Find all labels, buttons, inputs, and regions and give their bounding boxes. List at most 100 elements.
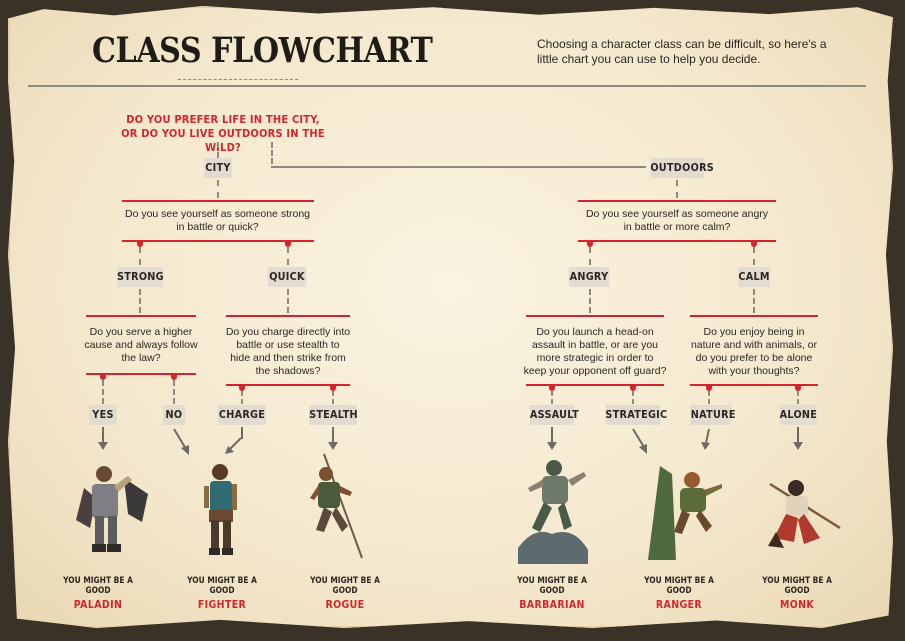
- arrow-shaft: [797, 427, 799, 443]
- question-line: in battle or more calm?: [623, 221, 731, 233]
- connector: [241, 391, 243, 404]
- arrow-diagonal-icon: [701, 428, 710, 450]
- ranger-figure-icon: [648, 466, 722, 560]
- connector: [217, 142, 219, 158]
- connector: [271, 142, 273, 164]
- branch-tick: [137, 241, 143, 247]
- option-alone: ALONE: [779, 405, 817, 425]
- arrow-shaft: [102, 427, 104, 443]
- question-rule: [122, 200, 314, 202]
- option-strong: STRONG: [117, 267, 164, 287]
- connector: [102, 380, 104, 404]
- question-outdoors: Do you see yourself as someone angry in …: [567, 208, 787, 234]
- question-rule: [690, 384, 818, 386]
- arrow-diagonal-icon: [632, 428, 647, 454]
- arrow-down-icon: [328, 442, 338, 450]
- result-class: FIGHTER: [197, 599, 247, 611]
- question-line: Do you see yourself as someone angry: [585, 208, 769, 220]
- option-nature: NATURE: [690, 405, 735, 425]
- result-prefix: YOU MIGHT BE A GOOD: [517, 576, 587, 596]
- option-stealth: STEALTH: [309, 405, 358, 425]
- intro-text: Choosing a character class can be diffic…: [537, 37, 827, 66]
- question-line: Do you launch a head-on: [536, 326, 654, 338]
- question-rule: [526, 315, 664, 317]
- option-outdoors: OUTDOORS: [650, 158, 714, 178]
- branch-tick: [751, 241, 757, 247]
- question-rule: [578, 200, 776, 202]
- connector: [287, 247, 289, 265]
- connector: [332, 391, 334, 404]
- page-title: CLASS FLOWCHART: [92, 30, 433, 71]
- arrow-diagonal-icon: [225, 437, 242, 454]
- branch-tick: [706, 385, 712, 391]
- option-calm: CALM: [738, 267, 770, 287]
- question-rule: [226, 315, 350, 317]
- question-line: with your thoughts?: [708, 365, 800, 377]
- connector: [632, 391, 634, 404]
- question-line: do you prefer to be alone: [695, 352, 813, 364]
- result-class: MONK: [779, 599, 815, 611]
- title-rule: [28, 85, 866, 87]
- question-line: hide and then strike from: [230, 352, 346, 364]
- option-no: NO: [162, 405, 186, 425]
- question-line: Do you serve a higher: [89, 326, 193, 338]
- result-monk: YOU MIGHT BE A GOOD MONK: [742, 576, 852, 611]
- question-line: cause and always follow: [84, 339, 198, 351]
- option-strategic: STRATEGIC: [605, 405, 667, 425]
- question-line: keep your opponent off guard?: [523, 365, 667, 377]
- result-prefix: YOU MIGHT BE A GOOD: [644, 576, 714, 596]
- question-line: battle or use stealth to: [236, 339, 340, 351]
- connector: [753, 247, 755, 265]
- result-class: ROGUE: [325, 599, 365, 611]
- question-rule: [226, 384, 350, 386]
- connector: [589, 289, 591, 313]
- branch-tick: [171, 374, 177, 380]
- branch-tick: [795, 385, 801, 391]
- option-quick: QUICK: [267, 267, 307, 287]
- paladin-figure-icon: [76, 466, 148, 552]
- question-line: Do you see yourself as someone strong: [124, 208, 311, 220]
- question-rule: [690, 315, 818, 317]
- option-angry: ANGRY: [568, 267, 610, 287]
- option-assault: ASSAULT: [529, 405, 579, 425]
- connector-city-outdoors: [271, 166, 646, 168]
- root-question-line: OR DO YOU LIVE OUTDOORS IN THE WILD?: [121, 127, 325, 154]
- option-city: CITY: [204, 158, 232, 178]
- parchment-background: [8, 6, 893, 628]
- question-line: the law?: [121, 352, 161, 364]
- connector: [139, 289, 141, 313]
- question-line: Do you charge directly into: [225, 326, 351, 338]
- question-line: Do you enjoy being in: [703, 326, 805, 338]
- result-prefix: YOU MIGHT BE A GOOD: [187, 576, 257, 596]
- question-city: Do you see yourself as someone strong in…: [110, 208, 325, 234]
- question-rule: [122, 240, 314, 242]
- result-paladin: YOU MIGHT BE A GOOD PALADIN: [43, 576, 153, 611]
- question-line: the shadows?: [255, 365, 321, 377]
- result-prefix: YOU MIGHT BE A GOOD: [63, 576, 133, 596]
- branch-tick: [285, 241, 291, 247]
- arrow-down-icon: [793, 442, 803, 450]
- question-line: in battle or quick?: [176, 221, 259, 233]
- branch-tick: [549, 385, 555, 391]
- question-rule: [86, 373, 196, 375]
- branch-tick: [239, 385, 245, 391]
- connector: [173, 380, 175, 404]
- option-charge: CHARGE: [218, 405, 266, 425]
- result-rogue: YOU MIGHT BE A GOOD ROGUE: [290, 576, 400, 611]
- connector: [589, 247, 591, 265]
- result-ranger: YOU MIGHT BE A GOOD RANGER: [624, 576, 734, 611]
- result-class: PALADIN: [73, 599, 123, 611]
- connector: [753, 289, 755, 313]
- connector: [139, 247, 141, 265]
- arrow-shaft: [241, 427, 243, 439]
- arrow-down-icon: [98, 442, 108, 450]
- branch-tick: [100, 374, 106, 380]
- branch-tick: [587, 241, 593, 247]
- result-class: BARBARIAN: [519, 599, 585, 611]
- arrow-down-icon: [547, 442, 557, 450]
- result-fighter: YOU MIGHT BE A GOOD FIGHTER: [167, 576, 277, 611]
- connector: [797, 391, 799, 404]
- result-prefix: YOU MIGHT BE A GOOD: [310, 576, 380, 596]
- connector: [551, 391, 553, 404]
